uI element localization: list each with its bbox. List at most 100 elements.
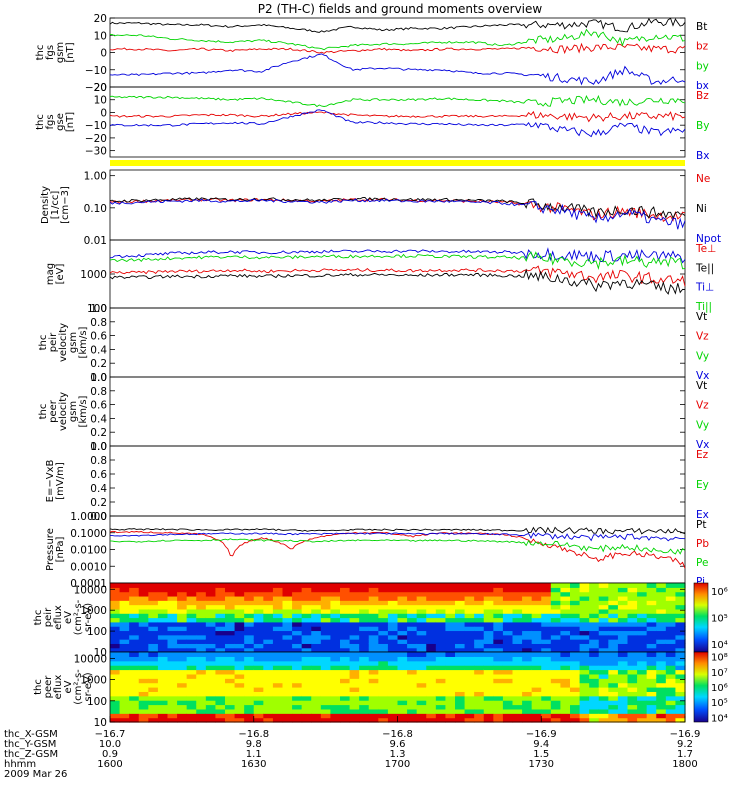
spectrogram-cell xyxy=(253,708,264,714)
spectrogram-cell xyxy=(627,617,638,623)
spectrogram-cell xyxy=(483,708,494,714)
spectrogram-cell xyxy=(215,630,226,636)
spectrogram-cell xyxy=(148,587,159,593)
spectrogram-cell xyxy=(148,643,159,649)
spectrogram-cell xyxy=(196,630,207,636)
spectrogram-cell xyxy=(359,639,370,644)
spectrogram-cell xyxy=(320,695,332,701)
spectrogram-cell xyxy=(617,704,629,710)
spectrogram-cell xyxy=(167,587,178,593)
spectrogram-cell xyxy=(522,617,533,623)
spectrogram-cell xyxy=(493,713,504,719)
spectrogram-cell xyxy=(675,634,686,640)
spectrogram-cell xyxy=(320,608,332,614)
spectrogram-cell xyxy=(234,665,245,671)
spectrogram-cell xyxy=(502,708,514,714)
spectrogram-cell xyxy=(464,687,475,692)
spectrogram-cell xyxy=(512,591,523,597)
spectrogram-cell xyxy=(512,704,523,710)
spectrogram-cell xyxy=(177,678,188,684)
spectrogram-cell xyxy=(215,700,226,706)
spectrogram-cell xyxy=(301,621,312,627)
spectrogram-cell xyxy=(196,647,207,653)
spectrogram-cell xyxy=(512,700,523,706)
spectrogram-cell xyxy=(637,634,648,640)
panel-frame xyxy=(109,515,686,584)
y-tick-label: 0.6 xyxy=(90,469,107,481)
spectrogram-cell xyxy=(378,583,389,588)
spectrogram-cell xyxy=(225,704,236,710)
spectrogram-cell xyxy=(435,660,447,666)
spectrogram-cell xyxy=(435,669,447,675)
spectrogram-cell xyxy=(589,591,600,597)
spectrogram-cell xyxy=(617,660,629,666)
spectrogram-cell xyxy=(464,656,475,662)
spectrogram-cell xyxy=(579,656,590,662)
spectrogram-cell xyxy=(531,652,542,657)
spectrogram-cell xyxy=(215,665,226,671)
spectrogram-cell xyxy=(435,621,447,627)
spectrogram-cell xyxy=(205,691,217,697)
spectrogram-cell xyxy=(320,643,332,649)
spectrogram-cell xyxy=(637,583,648,588)
spectrogram-cell xyxy=(627,678,638,684)
spectrogram-cell xyxy=(110,626,121,632)
spectrogram-cell xyxy=(512,652,523,657)
spectrogram-cell xyxy=(340,713,351,719)
spectrogram-cell xyxy=(349,700,360,706)
spectrogram-cell xyxy=(608,634,619,640)
spectrogram-cell xyxy=(560,608,571,614)
spectrogram-cell xyxy=(119,613,130,619)
spectrogram-cell xyxy=(263,583,274,588)
spectrogram-cell xyxy=(656,587,667,593)
spectrogram-cell xyxy=(627,639,638,644)
spectrogram-cell xyxy=(119,587,130,593)
y-axis-label-line: thc xyxy=(33,610,44,626)
spectrogram-cell xyxy=(579,695,590,701)
spectrogram-cell xyxy=(359,687,370,692)
spectrogram-cell xyxy=(483,621,494,627)
spectrogram-cell xyxy=(272,608,284,614)
spectrogram-cell xyxy=(177,639,188,644)
spectrogram-cell xyxy=(378,604,389,610)
spectrogram-cell xyxy=(205,665,217,671)
spectrogram-cell xyxy=(445,608,456,614)
spectrogram-cell xyxy=(301,700,312,706)
spectrogram-cell xyxy=(435,713,447,719)
spectrogram-cell xyxy=(455,639,466,644)
spectrogram-cell xyxy=(387,660,399,666)
spectrogram-cell xyxy=(234,639,245,644)
spectrogram-cell xyxy=(186,713,197,719)
spectrogram-cell xyxy=(167,643,178,649)
y-axis-label-line: fgs xyxy=(45,114,56,129)
spectrogram-cell xyxy=(186,634,197,640)
y-tick-label: 1000 xyxy=(80,269,107,281)
y-axis-label-line: eV xyxy=(63,611,74,624)
spectrogram-cell xyxy=(531,695,542,701)
spectrogram-cell xyxy=(320,647,332,653)
spectrogram-cell xyxy=(330,713,341,719)
spectrogram-cell xyxy=(445,665,456,671)
spectrogram-cell xyxy=(244,647,255,653)
spectrogram-cell xyxy=(292,665,303,671)
spectrogram-cell xyxy=(493,673,504,679)
spectrogram-cell xyxy=(656,595,667,601)
spectrogram-cell xyxy=(665,626,677,632)
spectrogram-cell xyxy=(320,704,332,710)
legend-label: Vy xyxy=(696,419,709,431)
spectrogram-cell xyxy=(407,691,418,697)
spectrogram-cell xyxy=(493,656,504,662)
spectrogram-cell xyxy=(502,713,514,719)
spectrogram-cell xyxy=(617,669,629,675)
spectrogram-cell xyxy=(157,713,169,719)
spectrogram-cell xyxy=(416,700,427,706)
spectrogram-cell xyxy=(253,621,264,627)
spectrogram-cell xyxy=(167,600,178,606)
spectrogram-cell xyxy=(598,643,609,649)
spectrogram-cell xyxy=(550,708,562,714)
spectrogram-cell xyxy=(397,708,408,714)
spectrogram-cell xyxy=(550,626,562,632)
spectrogram-cell xyxy=(522,621,533,627)
spectrogram-cell xyxy=(138,647,149,653)
